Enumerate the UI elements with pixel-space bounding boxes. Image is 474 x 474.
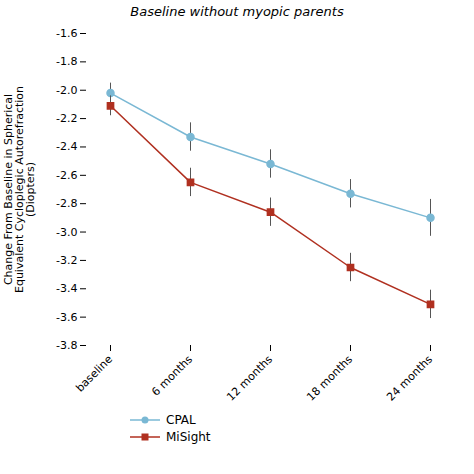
- svg-text:-3.2: -3.2: [56, 254, 77, 267]
- svg-text:-2.6: -2.6: [56, 169, 77, 182]
- svg-text:Change From Baseline in Spheri: Change From Baseline in SphericalEquival…: [2, 86, 37, 293]
- svg-text:-3.4: -3.4: [56, 282, 77, 295]
- html-text:Baseline without myopic parent: Baseline without myopic parents: [130, 4, 344, 19]
- svg-text:-2.8: -2.8: [56, 197, 77, 210]
- svg-text:18 months: 18 months: [304, 353, 355, 404]
- html-text:CPAL: CPAL: [166, 413, 196, 427]
- svg-text:-3.0: -3.0: [56, 226, 77, 239]
- svg-text:-1.6: -1.6: [56, 27, 77, 40]
- svg-text:6 months: 6 months: [149, 353, 195, 399]
- svg-text:-3.8: -3.8: [56, 339, 77, 352]
- svg-text:-2.0: -2.0: [56, 84, 77, 97]
- svg-text:-3.6: -3.6: [56, 311, 77, 324]
- svg-text:-2.2: -2.2: [56, 112, 77, 125]
- svg-text:24 months: 24 months: [384, 353, 435, 404]
- html-text:MiSight: MiSight: [166, 430, 211, 444]
- svg-text:-1.8: -1.8: [56, 55, 77, 68]
- svg-text:baseline: baseline: [73, 353, 115, 395]
- svg-text:12 months: 12 months: [224, 353, 275, 404]
- svg-text:-2.4: -2.4: [56, 140, 77, 153]
